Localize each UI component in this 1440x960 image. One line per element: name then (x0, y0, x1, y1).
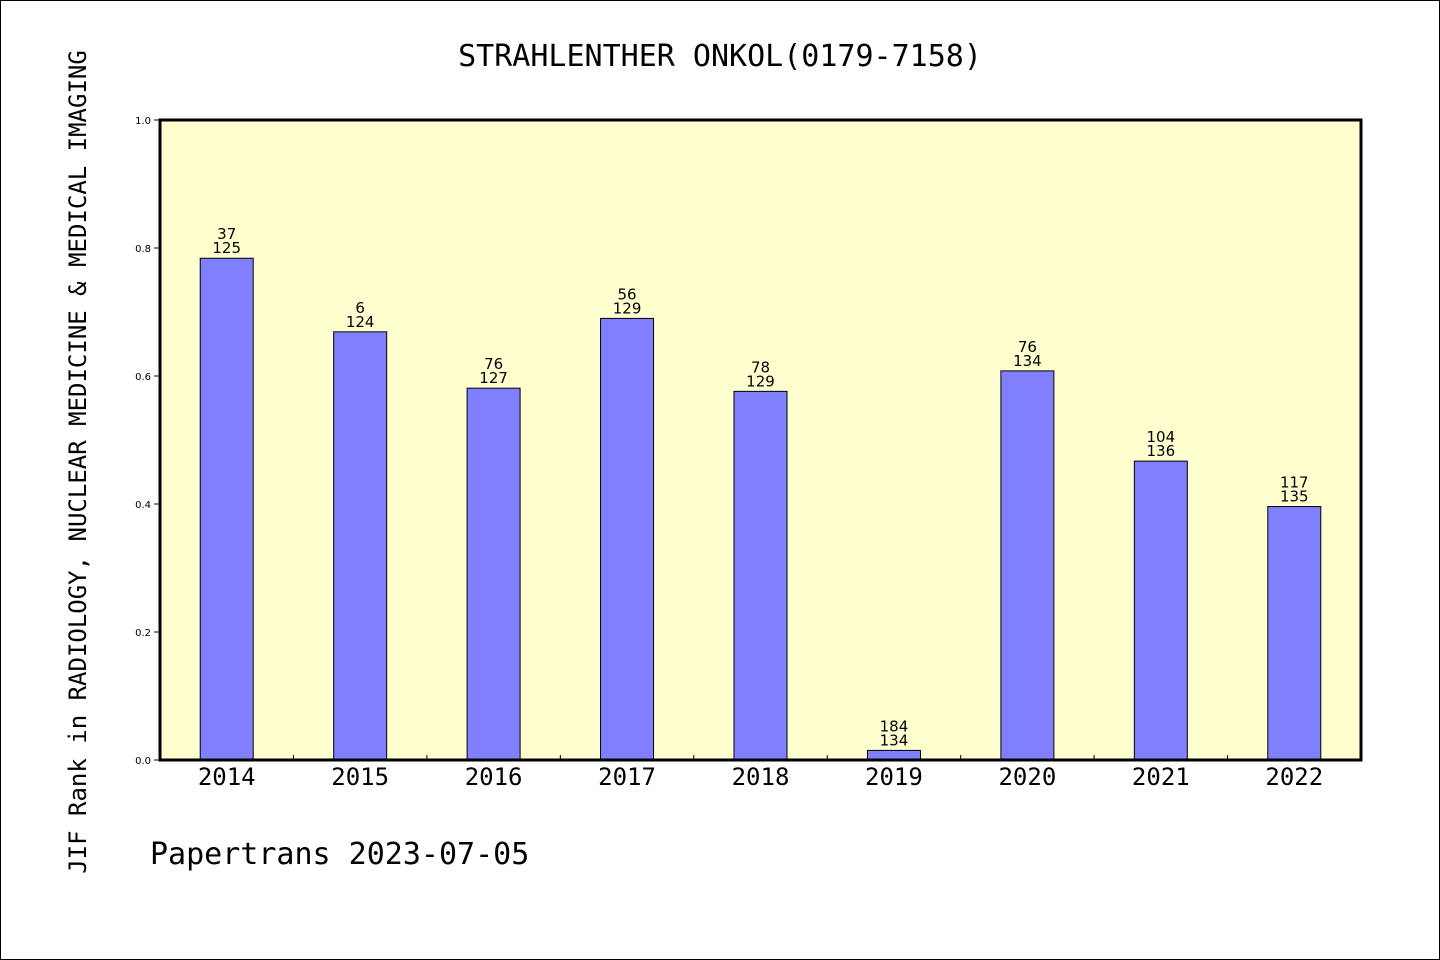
data-label-total: 134 (880, 731, 909, 749)
y-tick-label: 0.8 (135, 244, 151, 255)
data-label-rank: 76 (484, 355, 503, 373)
chart-title: STRAHLENTHER ONKOL(0179-7158) (458, 39, 982, 74)
data-label-total: 124 (346, 313, 375, 331)
bar-2018 (733, 390, 788, 761)
data-label-total: 129 (746, 372, 775, 390)
x-tick-label: 2019 (865, 763, 923, 791)
x-tick-label: 2017 (598, 763, 656, 791)
data-label-rank: 184 (880, 717, 909, 735)
data-label-rank: 78 (751, 358, 770, 376)
data-label-total: 129 (613, 299, 642, 317)
data-label-total: 135 (1280, 488, 1309, 506)
bar-2016 (466, 387, 521, 761)
y-tick-label: 0.2 (135, 628, 151, 639)
data-label-total: 134 (1013, 352, 1042, 370)
data-label-total: 127 (479, 369, 508, 387)
x-tick-label: 2018 (732, 763, 790, 791)
bar-2020 (1000, 370, 1055, 761)
x-tick-label: 2014 (198, 763, 256, 791)
x-tick-label: 2021 (1132, 763, 1190, 791)
bar-2015 (333, 331, 388, 761)
plot-border (158, 118, 1363, 762)
data-label-rank: 37 (217, 225, 236, 243)
y-axis-label: JIF Rank in RADIOLOGY, NUCLEAR MEDICINE … (64, 50, 92, 874)
y-tick-label: 0.6 (135, 372, 151, 383)
data-label-rank: 104 (1147, 428, 1176, 446)
y-tick-label: 0.0 (135, 756, 151, 767)
data-labels: 3712561247612756129781291841347613410413… (212, 225, 1308, 749)
x-axis-ticks: 2014 2015 2016 2017 2018 2019 2020 2021 2022 (198, 755, 1323, 791)
bars (199, 257, 1322, 761)
bar-2021 (1133, 460, 1188, 761)
x-tick-label: 2016 (465, 763, 523, 791)
footer-text: Papertrans 2023-07-05 (150, 837, 529, 872)
bar-2017 (600, 317, 655, 761)
y-tick-label: 1.0 (135, 116, 151, 127)
data-label-rank: 6 (355, 299, 365, 317)
data-label-rank: 76 (1018, 338, 1037, 356)
x-tick-label: 2020 (998, 763, 1056, 791)
y-tick-label: 0.4 (135, 500, 151, 511)
bar-2022 (1267, 506, 1322, 761)
data-label-total: 125 (212, 239, 241, 257)
data-label-total: 136 (1147, 442, 1176, 460)
data-label-rank: 56 (618, 285, 637, 303)
x-tick-label: 2015 (331, 763, 389, 791)
bar-2014 (199, 257, 254, 761)
x-tick-label: 2022 (1265, 763, 1323, 791)
data-label-rank: 117 (1280, 474, 1309, 492)
y-axis-ticks: 0.0 0.2 0.4 0.6 0.8 1.0 (135, 116, 160, 767)
